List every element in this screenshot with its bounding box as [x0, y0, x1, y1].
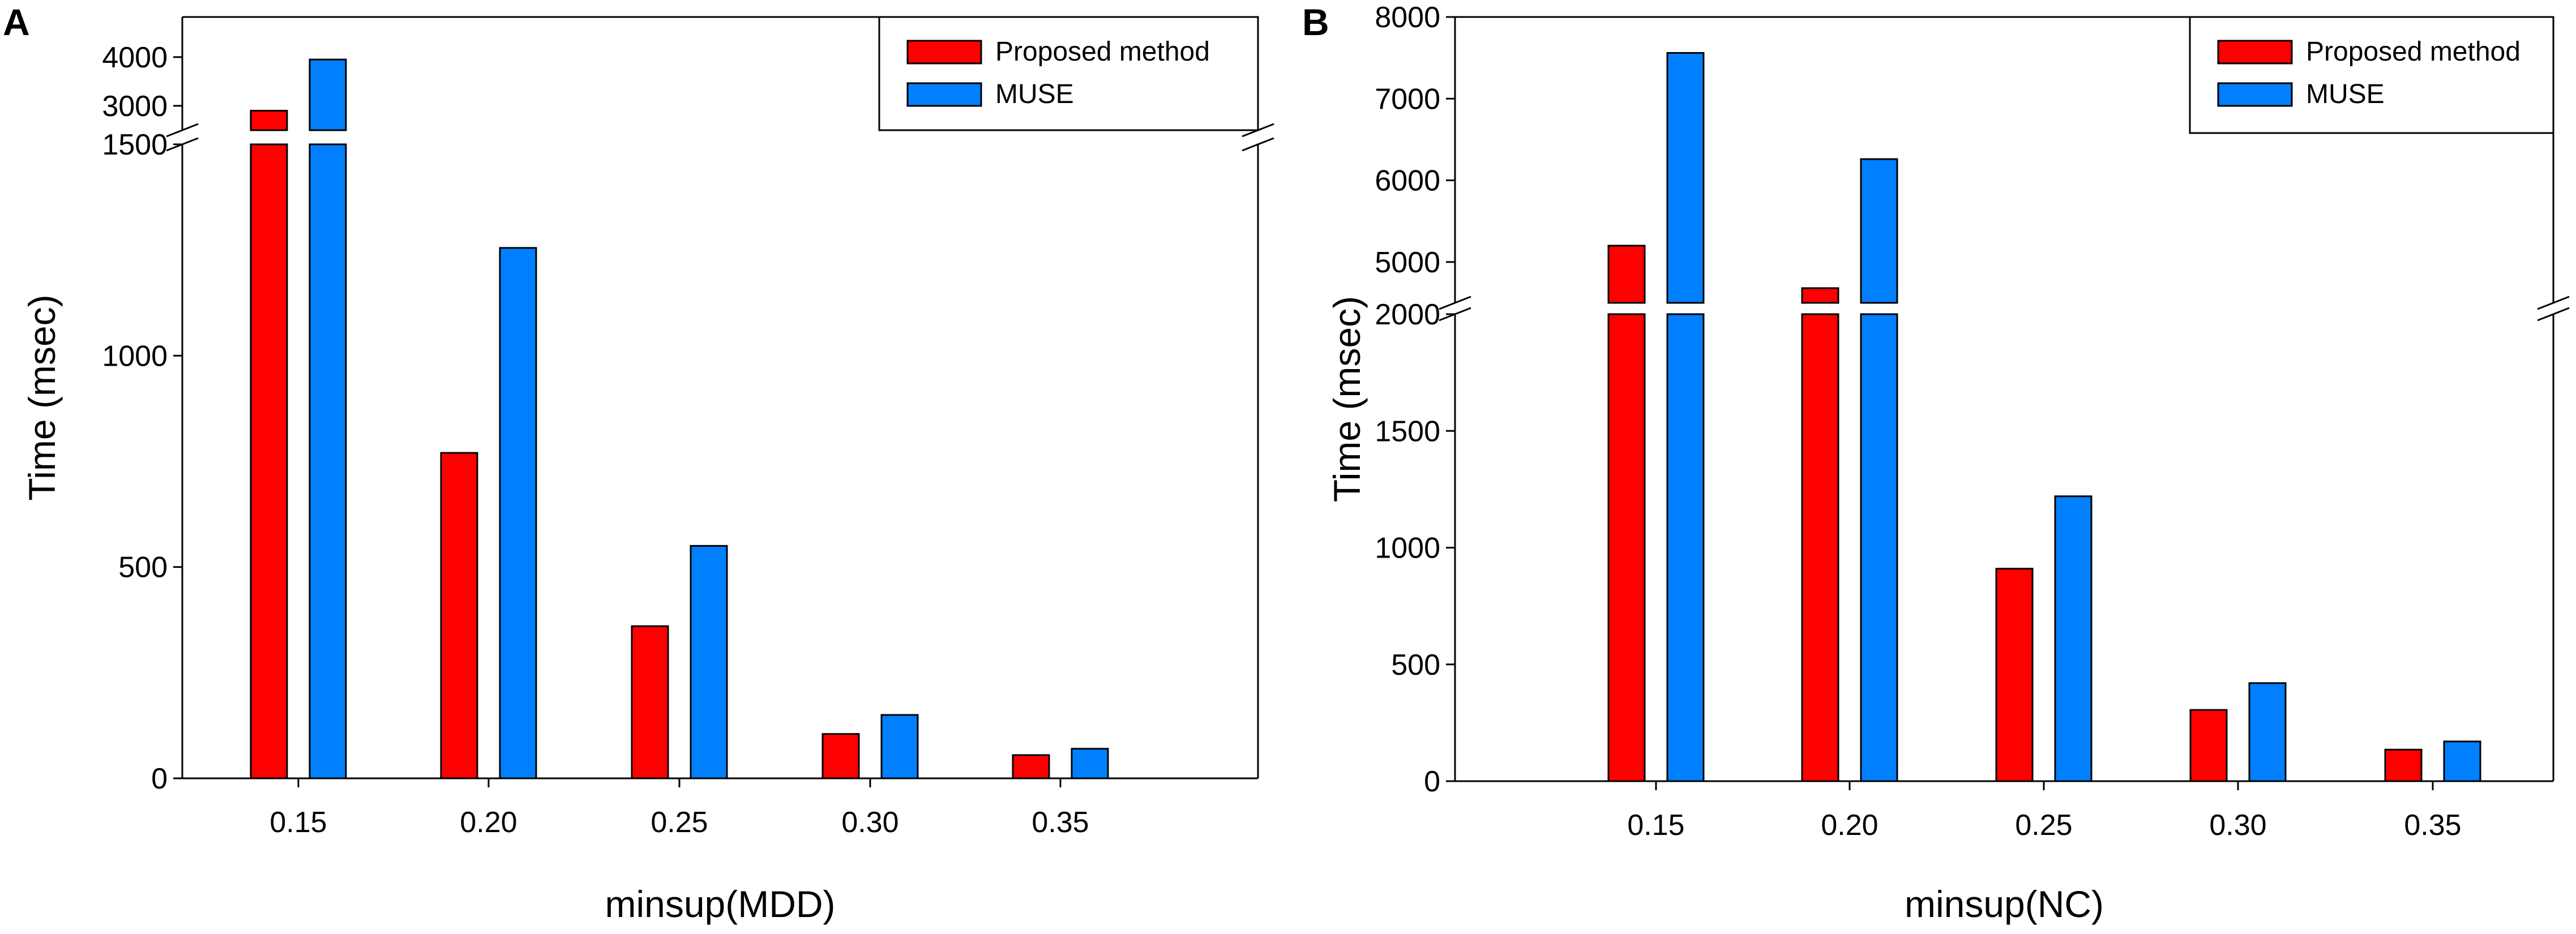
bar-muse-0.35: [1071, 748, 1109, 779]
y-tick-label: 5000: [1375, 246, 1440, 279]
panel-label: A: [3, 1, 30, 43]
y-tick-label: 6000: [1375, 165, 1440, 198]
legend-label: Proposed method: [995, 37, 1210, 67]
legend-swatch-proposed: [2217, 40, 2293, 65]
bar-proposed-0.30: [821, 733, 860, 779]
y-axis-label: Time (msec): [21, 294, 63, 500]
bar-muse-0.15-lower: [309, 143, 347, 779]
y-tick-label: 7000: [1375, 83, 1440, 115]
bar-muse-0.20-lower: [1860, 313, 1898, 782]
x-tick-label: 0.20: [1821, 809, 1878, 842]
legend-label: Proposed method: [2306, 37, 2521, 67]
legend-swatch-proposed: [906, 40, 982, 65]
bar-proposed-0.20-lower: [1801, 313, 1839, 782]
bar-muse-0.15-lower: [1666, 313, 1705, 782]
x-axis-label: minsup(MDD): [605, 883, 835, 925]
bar-proposed-0.35: [1012, 754, 1050, 779]
bar-muse-0.15-upper: [1666, 52, 1705, 304]
axis-break-mark: [2537, 307, 2570, 322]
bar-muse-0.30: [2248, 682, 2287, 782]
y-tick-label: 4000: [102, 41, 168, 74]
bar-muse-0.35: [2443, 740, 2481, 782]
y-tick-label: 500: [118, 551, 168, 584]
bar-muse-0.25: [2054, 495, 2093, 782]
y-tick-label: 2000: [1375, 298, 1440, 331]
bar-proposed-0.30: [2189, 709, 2228, 782]
bar-muse-0.15-upper: [309, 58, 347, 131]
x-tick-label: 0.20: [460, 806, 517, 839]
bar-muse-0.25: [690, 545, 728, 779]
bar-proposed-0.20-upper: [1801, 287, 1839, 304]
y-tick-label: 0: [151, 762, 168, 795]
x-axis-label: minsup(NC): [1905, 883, 2104, 925]
bar-proposed-0.25: [631, 625, 669, 779]
axis-break-mark: [1439, 295, 1471, 310]
bar-proposed-0.15-upper: [250, 110, 288, 131]
bar-muse-0.30: [880, 714, 919, 779]
y-tick-label: 8000: [1375, 1, 1440, 34]
legend-box: [2189, 16, 2554, 134]
y-tick-label: 500: [1391, 649, 1440, 682]
x-tick-label: 0.35: [1032, 806, 1089, 839]
legend-swatch-muse: [906, 82, 982, 107]
y-tick-label: 0: [1424, 765, 1440, 798]
bar-proposed-0.15-lower: [1607, 313, 1646, 782]
legend-label: MUSE: [995, 79, 1074, 109]
x-tick-label: 0.30: [2209, 809, 2266, 842]
legend-box: [878, 16, 1259, 131]
bar-proposed-0.35: [2384, 748, 2423, 782]
bar-proposed-0.15-upper: [1607, 245, 1646, 304]
axis-break-gap: [1240, 131, 1276, 143]
x-tick-label: 0.15: [1627, 809, 1684, 842]
x-tick-label: 0.25: [651, 806, 708, 839]
y-tick-label: 1500: [102, 128, 168, 161]
axis-break-mark: [1242, 137, 1274, 152]
panel-label: B: [1302, 1, 1329, 43]
y-axis-label: Time (msec): [1326, 296, 1368, 502]
bar-proposed-0.20: [440, 452, 478, 779]
x-tick-label: 0.30: [841, 806, 898, 839]
legend-swatch-muse: [2217, 82, 2293, 107]
bar-proposed-0.25: [1995, 568, 2034, 782]
bar-muse-0.20: [499, 247, 537, 779]
bar-muse-0.20-upper: [1860, 158, 1898, 304]
x-tick-label: 0.15: [269, 806, 327, 839]
axis-break-gap: [164, 131, 200, 143]
x-tick-label: 0.25: [2015, 809, 2072, 842]
bar-proposed-0.15-lower: [250, 143, 288, 779]
y-tick-label: 3000: [102, 90, 168, 123]
legend-label: MUSE: [2306, 79, 2385, 109]
axis-break-mark: [166, 123, 199, 138]
y-tick-label: 1500: [1375, 415, 1440, 448]
y-tick-label: 1000: [102, 340, 168, 372]
axis-break-mark: [2537, 295, 2570, 310]
x-tick-label: 0.35: [2404, 809, 2461, 842]
y-tick-label: 1000: [1375, 532, 1440, 565]
